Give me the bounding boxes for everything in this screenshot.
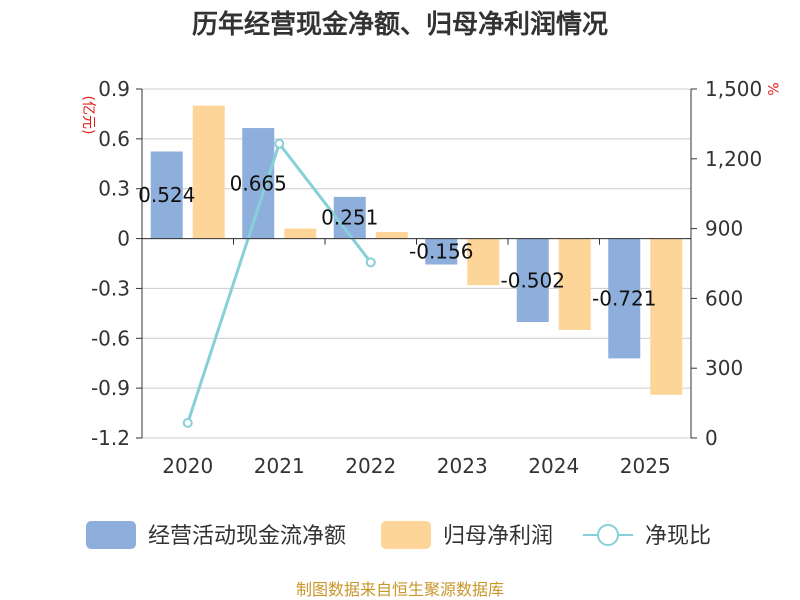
bar-profit [375,231,408,239]
bars [150,105,683,395]
ratio-point [274,138,285,149]
legend: 经营活动现金流净额 归母净利润 净现比 [86,521,711,549]
legend-item-ratio[interactable]: 净现比 [583,524,711,549]
legend-label-profit: 归母净利润 [443,524,553,549]
chart-title: 历年经营现金净额、归母净利润情况 [192,9,608,40]
right-tick-label: 600 [705,286,743,310]
legend-label-cashflow: 经营活动现金流净额 [148,524,346,549]
tick-labels: 0.9 0.6 0.3 0 -0.3 -0.6 -0.9 -1.2 1,500 1,200 900 6… [91,77,762,478]
data-label-cashflow: -0.721 [592,286,656,310]
bar-cashflow [516,238,549,322]
bar-cashflow [425,238,458,265]
data-label-cashflow: -0.156 [409,240,473,264]
data-label-cashflow: 0.251 [321,206,378,230]
x-tick-label: 2025 [620,454,671,478]
bar-cashflow [333,196,366,239]
source-note: 制图数据来自恒生聚源数据库 [296,580,504,599]
legend-item-cashflow[interactable]: 经营活动现金流净额 [86,521,346,549]
axes [136,88,697,439]
data-labels: 0.524 0.665 0.251 -0.156 -0.502 -0.721 [138,171,656,310]
data-label-cashflow: -0.502 [501,268,565,292]
right-tick-label: 1,200 [705,147,762,171]
right-tick-label: 1,500 [705,77,762,101]
bar-cashflow [150,151,183,239]
left-tick-label: 0 [117,227,130,251]
x-tick-label: 2020 [162,454,213,478]
legend-swatch-profit [381,521,431,549]
bar-profit [284,228,317,239]
legend-marker-ratio [597,524,619,546]
data-label-cashflow: 0.524 [138,183,195,207]
x-tick-label: 2022 [345,454,396,478]
left-tick-label: -1.2 [91,426,130,450]
bar-profit [650,238,683,395]
data-label-cashflow: 0.665 [230,171,287,195]
left-tick-label: 0.3 [98,177,130,201]
left-tick-label: 0.9 [98,77,130,101]
bar-profit [558,238,591,330]
legend-item-profit[interactable]: 归母净利润 [381,521,553,549]
left-tick-label: -0.9 [91,376,130,400]
left-tick-label: -0.6 [91,326,130,350]
bar-cashflow [608,238,641,359]
bar-profit [467,238,500,286]
legend-label-ratio: 净现比 [645,524,711,549]
ratio-point [182,417,193,428]
left-tick-label: -0.3 [91,276,130,300]
right-tick-label: 900 [705,217,743,241]
ratio-point [365,257,376,268]
right-axis-unit: % [764,82,780,95]
x-tick-label: 2021 [254,454,305,478]
bar-profit [192,105,225,239]
bar-cashflow [242,128,275,239]
x-tick-label: 2023 [437,454,488,478]
left-axis-unit: (亿元) [80,96,96,135]
legend-swatch-cashflow [86,521,136,549]
right-tick-label: 300 [705,356,743,380]
x-tick-label: 2024 [528,454,579,478]
left-tick-label: 0.6 [98,127,130,151]
right-tick-label: 0 [705,426,718,450]
ratio-line [182,138,376,428]
